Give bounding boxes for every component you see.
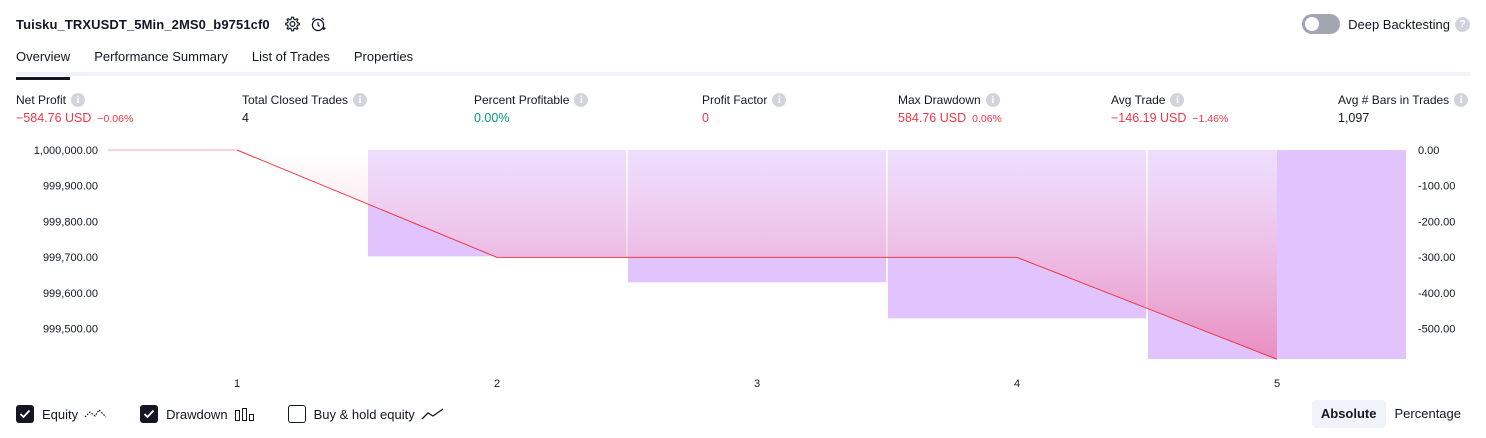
drawdown-checkbox[interactable] — [140, 405, 159, 423]
stat-value: 0 — [702, 111, 709, 125]
stat-label: Avg # Bars in Trades — [1338, 93, 1450, 107]
percentage-button[interactable]: Percentage — [1394, 406, 1462, 421]
stat-percent: −1.46% — [1192, 113, 1229, 125]
y-left-tick-label: 999,900.00 — [43, 181, 98, 193]
y-right-tick-label: -500.00 — [1418, 324, 1455, 336]
info-icon[interactable]: i — [1170, 93, 1185, 107]
stat-percent: −0.06% — [97, 113, 134, 125]
x-tick-label: 4 — [1014, 378, 1020, 390]
toggle-knob — [1305, 17, 1320, 31]
value-mode-switch: Absolute Percentage — [1311, 400, 1470, 428]
deep-backtesting-label: Deep Backtesting — [1348, 16, 1450, 32]
stat-percent: 0.06% — [972, 113, 1002, 125]
info-icon[interactable]: i — [71, 93, 86, 107]
legend-label: Equity — [42, 406, 79, 422]
stat-percent-profitable: Percent Profitable i 0.00% — [474, 93, 589, 125]
info-icon[interactable]: i — [353, 93, 368, 107]
trend-line-icon — [421, 407, 445, 421]
y-left-tick-label: 1,000,000.00 — [34, 145, 98, 157]
y-right-tick-label: 0.00 — [1418, 145, 1439, 157]
stat-net-profit: Net Profit i −584.76 USD −0.06% — [16, 93, 133, 125]
info-icon[interactable]: i — [772, 93, 787, 107]
alarm-clock-icon[interactable] — [308, 14, 328, 34]
stat-profit-factor: Profit Factor i 0 — [702, 93, 787, 125]
tab-list-of-trades[interactable]: List of Trades — [251, 49, 330, 64]
deep-backtesting-control: Deep Backtesting ? — [1302, 12, 1470, 36]
stat-label: Percent Profitable — [474, 93, 570, 107]
x-tick-label: 1 — [234, 378, 240, 390]
y-left-tick-label: 999,700.00 — [43, 252, 98, 264]
stat-label: Max Drawdown — [898, 93, 981, 107]
stat-max-drawdown: Max Drawdown i 584.76 USD 0.06% — [898, 93, 1002, 125]
stat-label: Profit Factor — [702, 93, 768, 107]
equity-line — [236, 149, 1278, 360]
y-right-tick-label: -200.00 — [1418, 216, 1455, 228]
help-icon[interactable]: ? — [1455, 16, 1470, 32]
summary-stats: Net Profit i −584.76 USD −0.06% Total Clos… — [16, 93, 1470, 133]
legend-label: Drawdown — [166, 406, 228, 422]
strategy-title: Tuisku_TRXUSDT_5Min_2MS0_b9751cf0 — [16, 16, 270, 32]
stat-value: 0.00% — [474, 111, 510, 125]
legend-equity[interactable]: Equity — [16, 405, 108, 423]
stat-value: 4 — [242, 111, 249, 125]
x-tick-label: 3 — [754, 378, 760, 390]
deep-backtesting-toggle[interactable] — [1302, 14, 1341, 34]
tab-performance-summary[interactable]: Performance Summary — [94, 49, 228, 64]
buy-hold-checkbox[interactable] — [287, 405, 306, 423]
settings-gear-icon[interactable] — [282, 14, 302, 34]
legend-label: Buy & hold equity — [313, 406, 415, 422]
stat-value: 1,097 — [1338, 111, 1370, 125]
equity-line-icon — [84, 407, 108, 421]
info-icon[interactable]: i — [574, 93, 589, 107]
stat-label: Total Closed Trades — [242, 93, 349, 107]
tab-properties[interactable]: Properties — [353, 49, 414, 64]
drawdown-bars-icon — [234, 407, 256, 421]
stat-value: 584.76 USD — [898, 111, 967, 125]
equity-checkbox[interactable] — [16, 405, 34, 423]
report-tabs: Overview Performance Summary List of Tra… — [16, 44, 1470, 80]
y-left-tick-label: 999,500.00 — [43, 324, 98, 336]
x-tick-label: 2 — [494, 378, 500, 390]
stat-value: −584.76 USD — [16, 111, 92, 125]
y-left-tick-label: 999,600.00 — [43, 288, 98, 300]
info-icon[interactable]: i — [1454, 93, 1469, 107]
info-icon[interactable]: i — [985, 93, 1000, 107]
absolute-button[interactable]: Absolute — [1311, 400, 1386, 428]
chart-legend: Equity Drawdown Buy & hold equity — [16, 403, 477, 425]
legend-drawdown[interactable]: Drawdown — [140, 405, 255, 423]
tab-overview[interactable]: Overview — [16, 44, 71, 80]
equity-area — [237, 150, 1277, 360]
legend-buy-hold-equity[interactable]: Buy & hold equity — [287, 405, 445, 423]
equity-drawdown-chart[interactable]: 1,000,000.00 999,900.00 999,800.00 999,700.… — [0, 140, 1486, 395]
stat-avg-trade: Avg Trade i −146.19 USD −1.46% — [1111, 93, 1228, 125]
x-tick-label: 5 — [1274, 378, 1280, 390]
strategy-header: Tuisku_TRXUSDT_5Min_2MS0_b9751cf0 — [16, 12, 328, 36]
y-left-tick-label: 999,800.00 — [43, 216, 98, 228]
stat-label: Avg Trade — [1111, 93, 1166, 107]
stat-total-closed-trades: Total Closed Trades i 4 — [242, 93, 368, 125]
stat-avg-bars: Avg # Bars in Trades i 1,097 — [1338, 93, 1469, 125]
stat-label: Net Profit — [16, 93, 67, 107]
stat-value: −146.19 USD — [1111, 111, 1187, 125]
y-right-tick-label: -300.00 — [1418, 252, 1455, 264]
y-right-tick-label: -400.00 — [1418, 288, 1455, 300]
y-right-tick-label: -100.00 — [1418, 181, 1455, 193]
